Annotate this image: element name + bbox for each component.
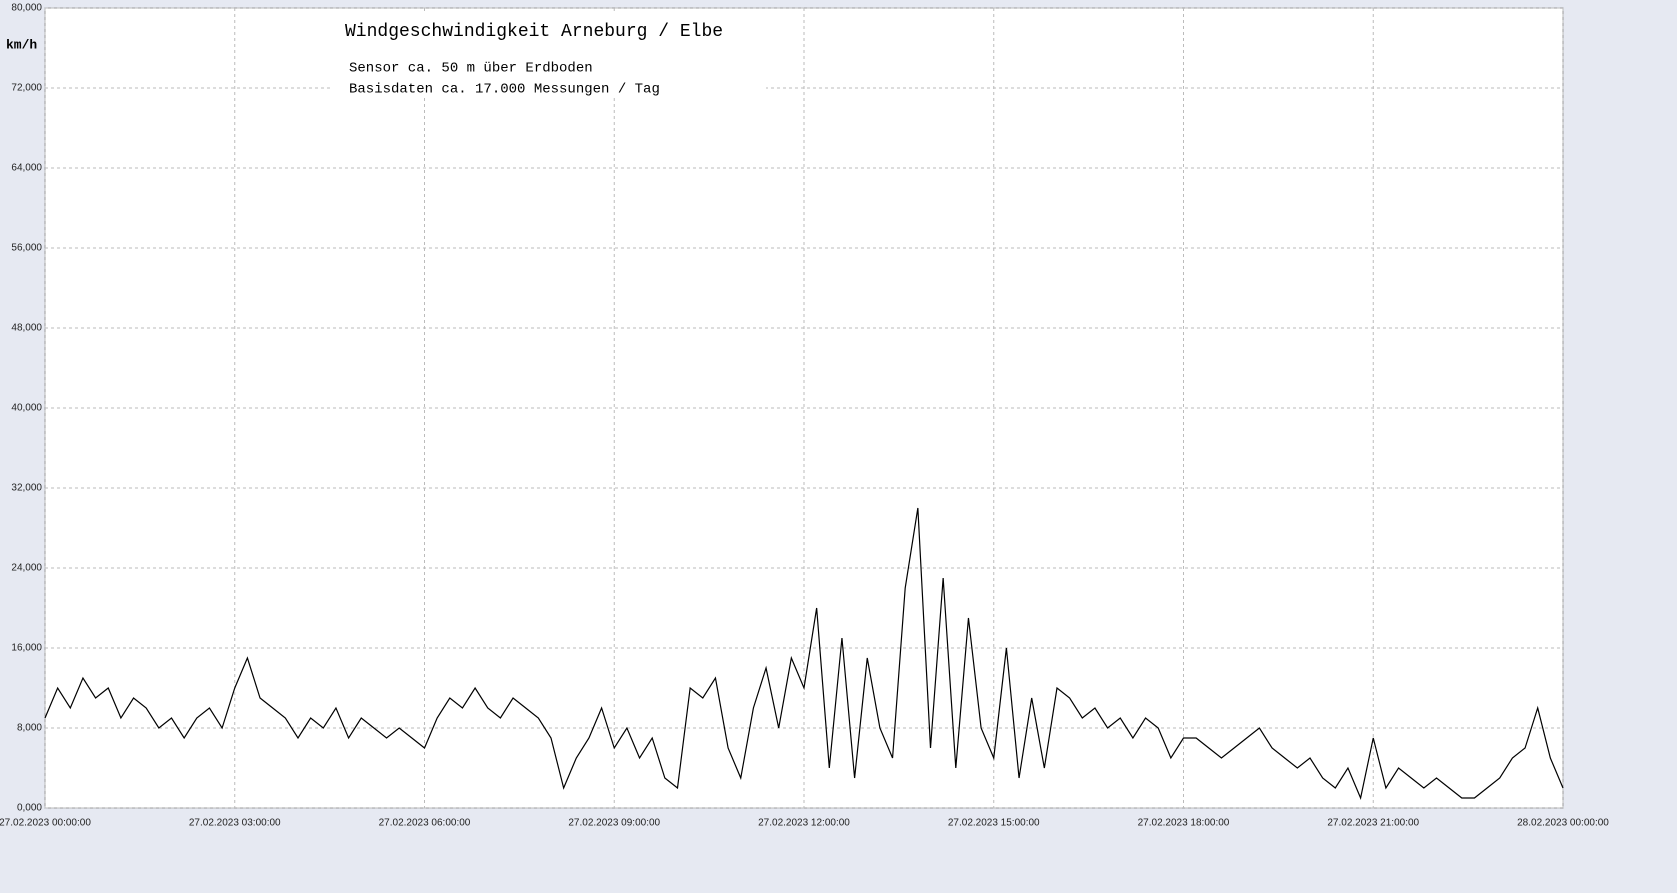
y-tick-label: 32,000 bbox=[11, 483, 42, 494]
grid bbox=[44, 7, 1564, 809]
x-tick-label: 27.02.2023 03:00:00 bbox=[189, 818, 281, 829]
subtitle: Sensor ca. 50 m über Erdboden bbox=[349, 61, 593, 77]
line bbox=[44, 507, 1564, 800]
title-box bbox=[330, 12, 766, 98]
x-tick-label: 27.02.2023 15:00:00 bbox=[948, 818, 1040, 829]
x-tick-label: 27.02.2023 18:00:00 bbox=[1138, 818, 1230, 829]
chart-title: Windgeschwindigkeit Arneburg / Elbe bbox=[345, 22, 723, 42]
x-tick-label: 27.02.2023 00:00:00 bbox=[0, 818, 91, 829]
y-tick-label: 24,000 bbox=[11, 563, 42, 574]
y-tick-label: 64,000 bbox=[11, 163, 42, 174]
y-tick-label: 56,000 bbox=[11, 243, 42, 254]
x-tick-label: 28.02.2023 00:00:00 bbox=[1517, 818, 1609, 829]
subtitle: Basisdaten ca. 17.000 Messungen / Tag bbox=[349, 82, 660, 98]
x-tick-label: 27.02.2023 21:00:00 bbox=[1327, 818, 1419, 829]
y-axis-label: km/h bbox=[6, 37, 37, 52]
y-tick-label: 0,000 bbox=[17, 803, 42, 814]
x-tick-label: 27.02.2023 09:00:00 bbox=[568, 818, 660, 829]
x-tick-label: 27.02.2023 06:00:00 bbox=[379, 818, 471, 829]
y-tick-label: 48,000 bbox=[11, 323, 42, 334]
x-tick-label: 27.02.2023 12:00:00 bbox=[758, 818, 850, 829]
y-tick-label: 8,000 bbox=[17, 723, 42, 734]
y-tick-label: 72,000 bbox=[11, 83, 42, 94]
y-tick-label: 80,000 bbox=[11, 3, 42, 14]
y-tick-label: 16,000 bbox=[11, 643, 42, 654]
y-tick-label: 40,000 bbox=[11, 403, 42, 414]
